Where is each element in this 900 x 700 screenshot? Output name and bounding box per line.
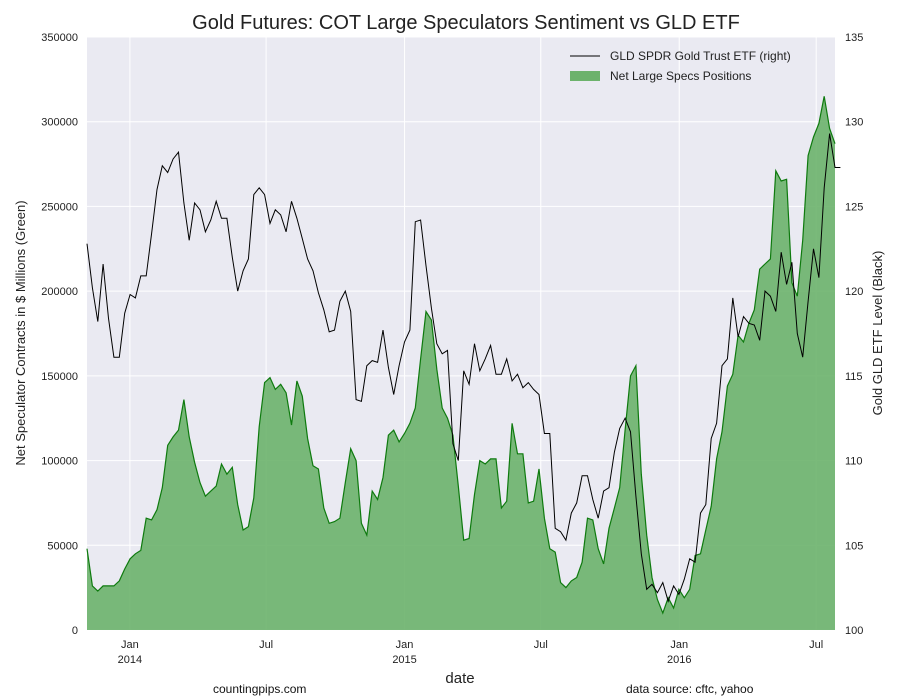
right-y-tick-label: 100 bbox=[845, 625, 863, 637]
x-tick-label: Jul bbox=[259, 639, 273, 651]
x-tick-labels: Jan 2014 Jul Jan 2015 Jul Jan 2016 Jul bbox=[118, 639, 824, 666]
footer-left-text: countingpips.com bbox=[213, 682, 306, 696]
left-y-tick-label: 350000 bbox=[41, 32, 78, 44]
right-y-tick-label: 115 bbox=[845, 371, 863, 383]
left-y-tick-label: 300000 bbox=[41, 117, 78, 129]
gld-price-line bbox=[86, 133, 841, 603]
right-y-tick-label: 130 bbox=[845, 117, 863, 129]
right-y-axis-label: Gold GLD ETF Level (Black) bbox=[870, 251, 885, 416]
left-y-tick-label: 0 bbox=[72, 625, 78, 637]
grid-lines bbox=[87, 36, 835, 631]
left-y-tick-label: 250000 bbox=[41, 201, 78, 213]
left-y-tick-label: 150000 bbox=[41, 371, 78, 383]
x-tick-label: Jan bbox=[121, 639, 139, 651]
chart-title: Gold Futures: COT Large Speculators Sent… bbox=[192, 12, 740, 34]
x-tick-label: Jul bbox=[809, 639, 823, 651]
right-y-tick-label: 135 bbox=[845, 32, 863, 44]
legend-area-swatch bbox=[570, 71, 600, 81]
x-tick-label: Jan bbox=[396, 639, 414, 651]
legend-label-gld: GLD SPDR Gold Trust ETF (right) bbox=[610, 49, 791, 63]
right-y-tick-label: 110 bbox=[845, 456, 863, 468]
right-y-tick-label: 105 bbox=[845, 540, 863, 552]
left-y-tick-labels: 0 50000 100000 150000 200000 250000 300000 3500… bbox=[41, 32, 78, 637]
x-tick-label: Jul bbox=[534, 639, 548, 651]
x-axis-label: date bbox=[445, 670, 474, 687]
left-y-tick-label: 200000 bbox=[41, 286, 78, 298]
footer-right-text: data source: cftc, yahoo bbox=[626, 682, 754, 696]
net-large-specs-area bbox=[87, 96, 835, 631]
right-y-tick-labels: 100 105 110 115 120 125 130 135 bbox=[845, 32, 863, 637]
x-tick-label: Jan bbox=[670, 639, 688, 651]
left-y-axis-label: Net Speculator Contracts in $ Millions (… bbox=[13, 200, 28, 465]
left-y-tick-label: 100000 bbox=[41, 456, 78, 468]
legend: GLD SPDR Gold Trust ETF (right) Net Larg… bbox=[570, 49, 791, 83]
left-y-tick-label: 50000 bbox=[47, 540, 78, 552]
x-tick-year-label: 2015 bbox=[392, 654, 416, 666]
legend-label-specs: Net Large Specs Positions bbox=[610, 69, 751, 83]
x-tick-year-label: 2016 bbox=[667, 654, 691, 666]
x-tick-year-label: 2014 bbox=[118, 654, 142, 666]
right-y-tick-label: 120 bbox=[845, 286, 863, 298]
net-large-specs-edge-line bbox=[86, 96, 836, 615]
right-y-tick-label: 125 bbox=[845, 201, 863, 213]
